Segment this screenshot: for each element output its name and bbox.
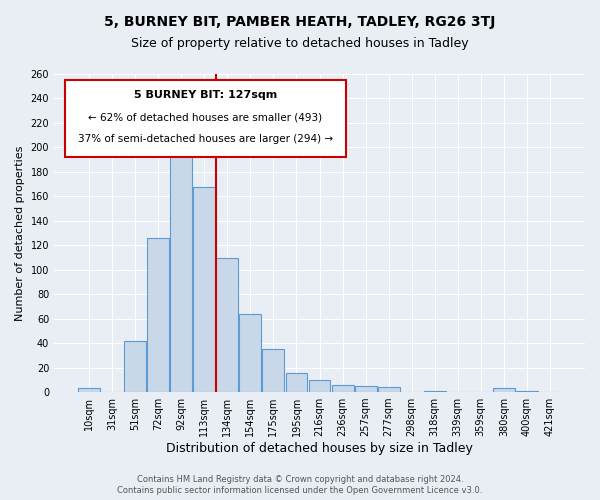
Y-axis label: Number of detached properties: Number of detached properties [15, 146, 25, 320]
Bar [355, 386, 377, 392]
Bar [193, 186, 215, 392]
Bar [332, 384, 353, 392]
Text: Contains HM Land Registry data © Crown copyright and database right 2024.: Contains HM Land Registry data © Crown c… [137, 475, 463, 484]
Bar [124, 340, 146, 392]
Bar [424, 391, 446, 392]
Bar [239, 314, 262, 392]
X-axis label: Distribution of detached houses by size in Tadley: Distribution of detached houses by size … [166, 442, 473, 455]
Text: 5, BURNEY BIT, PAMBER HEATH, TADLEY, RG26 3TJ: 5, BURNEY BIT, PAMBER HEATH, TADLEY, RG2… [104, 15, 496, 29]
Bar [286, 372, 307, 392]
Text: Contains public sector information licensed under the Open Government Licence v3: Contains public sector information licen… [118, 486, 482, 495]
Bar [78, 388, 100, 392]
Bar [516, 391, 538, 392]
Text: 37% of semi-detached houses are larger (294) →: 37% of semi-detached houses are larger (… [78, 134, 333, 144]
Text: 5 BURNEY BIT: 127sqm: 5 BURNEY BIT: 127sqm [134, 90, 277, 100]
Bar [308, 380, 331, 392]
Bar [377, 387, 400, 392]
Text: Size of property relative to detached houses in Tadley: Size of property relative to detached ho… [131, 38, 469, 51]
Bar [262, 350, 284, 392]
Bar [147, 238, 169, 392]
Bar [493, 388, 515, 392]
FancyBboxPatch shape [65, 80, 346, 156]
Text: ← 62% of detached houses are smaller (493): ← 62% of detached houses are smaller (49… [88, 112, 322, 122]
Bar [170, 142, 192, 392]
Bar [217, 258, 238, 392]
